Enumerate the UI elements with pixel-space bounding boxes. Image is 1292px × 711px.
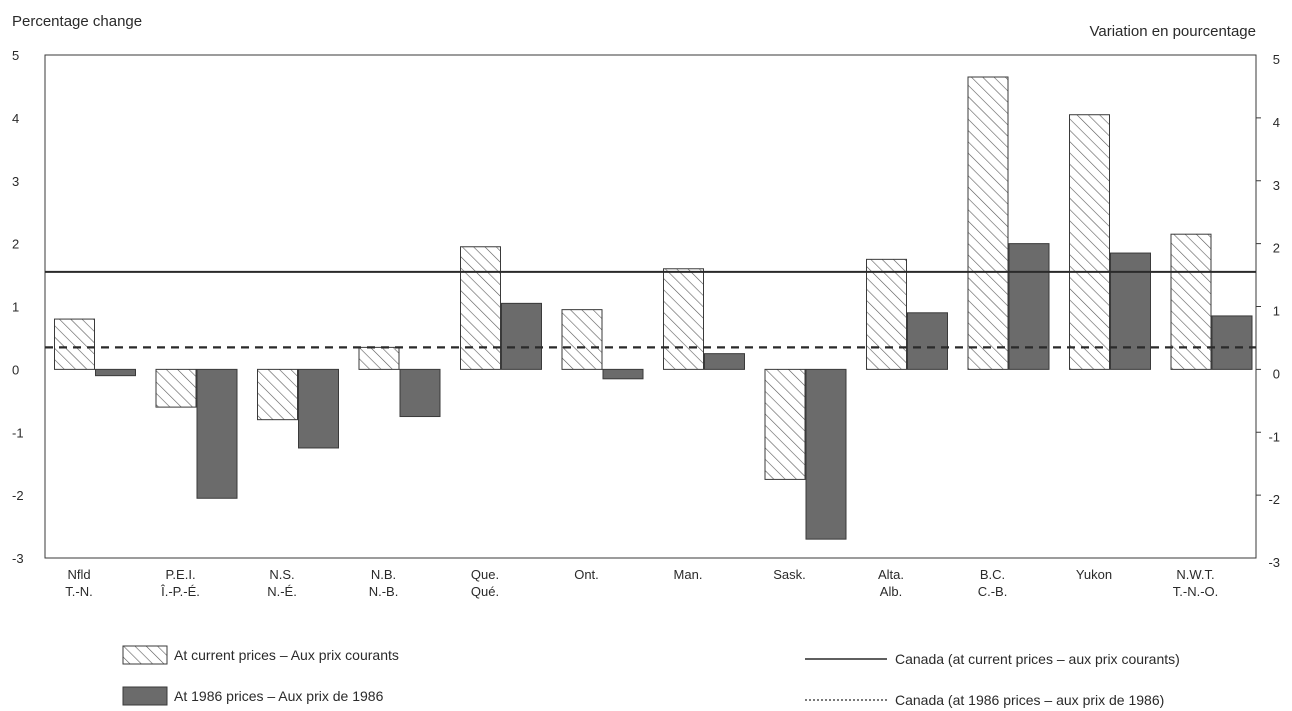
y-tick-label-right: 5 (1273, 52, 1280, 67)
category-label-en: Nfld (67, 567, 90, 582)
legend-solid-line (805, 658, 887, 660)
bar-1986-prices (1211, 315, 1253, 370)
bar-current-prices (155, 368, 197, 408)
category-label-en: Ont. (574, 567, 599, 582)
bar-1986-prices (602, 368, 644, 380)
bar-current-prices (54, 318, 95, 370)
legend-canada-1986: Canada (at 1986 prices – aux prix de 198… (805, 692, 1164, 708)
legend-label-1986: At 1986 prices – Aux prix de 1986 (174, 688, 384, 704)
legend-label-canada-current: Canada (at current prices – aux prix cou… (895, 651, 1180, 667)
category-label-fr: Alb. (880, 584, 902, 599)
y-tick-label-left: 2 (12, 237, 19, 252)
category-label-en: N.W.T. (1176, 567, 1214, 582)
y-tick-label-left: 4 (12, 111, 19, 126)
bar-1986-prices (704, 353, 745, 370)
category-label-en: Man. (674, 567, 703, 582)
category-label-fr: T.-N. (65, 584, 92, 599)
y-tick-label-right: 0 (1273, 366, 1280, 381)
bar-1986-prices (805, 368, 847, 540)
y-tick-label-left: 1 (12, 300, 19, 315)
legend-dark-swatch (122, 686, 168, 706)
reference-lines (45, 270, 1256, 349)
y-tick-label-left: 5 (12, 48, 19, 63)
bar-1986-prices (298, 368, 339, 449)
y-tick-label-left: -3 (12, 551, 24, 566)
category-labels: Nfld T.-N. P.E.I. Î.-P.-É. N.S. N.-É. N.B. N.-B… (65, 567, 1218, 599)
bar-current-prices (358, 346, 400, 370)
bar-current-prices (257, 368, 298, 421)
bars (54, 76, 1253, 540)
bar-current-prices (561, 309, 603, 370)
bar-1986-prices (399, 368, 441, 418)
category-label-fr: N.-B. (369, 584, 399, 599)
category-label-fr: Î.-P.-É. (160, 584, 200, 599)
bar-1986-prices (95, 368, 136, 377)
bar-current-prices (866, 258, 907, 370)
legend-label-canada-1986: Canada (at 1986 prices – aux prix de 198… (895, 692, 1165, 708)
category-label-en: Yukon (1076, 567, 1112, 582)
legend-dotted-line (805, 699, 887, 701)
category-label-en: B.C. (980, 567, 1005, 582)
y-tick-label-left: 3 (12, 174, 19, 189)
bar-current-prices (663, 268, 704, 370)
category-label-fr: Qué. (471, 584, 499, 599)
y-tick-label-left: -2 (12, 488, 24, 503)
bar-current-prices (1069, 114, 1110, 370)
bar-1986-prices (907, 312, 948, 370)
bar-1986-prices (196, 368, 238, 499)
y-tick-label-right: -2 (1268, 492, 1280, 507)
legend-canada-current: Canada (at current prices – aux prix cou… (805, 651, 1180, 667)
category-label-en: N.B. (371, 567, 396, 582)
legend-label-current: At current prices – Aux prix courants (174, 647, 399, 663)
category-label-en: N.S. (269, 567, 294, 582)
right-tick-labels: 5 4 3 2 1 0 -1 -2 -3 (1256, 52, 1280, 570)
bar-current-prices (460, 246, 501, 370)
y-tick-label-right: 4 (1273, 115, 1280, 130)
category-label-en: Que. (471, 567, 499, 582)
bar-1986-prices (501, 302, 542, 370)
y-axis-label-left: Percentage change (12, 13, 142, 30)
left-tick-labels: 5 4 3 2 1 0 -1 -2 -3 (12, 48, 24, 566)
legend-1986-prices: At 1986 prices – Aux prix de 1986 (122, 686, 383, 706)
y-tick-label-left: -1 (12, 425, 24, 440)
category-label-en: Sask. (773, 567, 806, 582)
y-tick-label-right: 3 (1273, 178, 1280, 193)
bar-current-prices (764, 368, 806, 480)
category-label-en: Alta. (878, 567, 904, 582)
legend-current-prices: At current prices – Aux prix courants (122, 645, 399, 665)
bar-current-prices (1170, 233, 1212, 370)
y-tick-label-left: 0 (12, 362, 19, 377)
y-axis-label-right: Variation en pourcentage (1089, 23, 1256, 40)
y-tick-label-right: -1 (1268, 429, 1280, 444)
category-label-fr: C.-B. (978, 584, 1008, 599)
bar-1986-prices (1110, 252, 1151, 370)
legend-hatched-swatch (122, 645, 168, 665)
category-label-fr: N.-É. (267, 584, 297, 599)
y-tick-label-right: 2 (1273, 241, 1280, 256)
category-label-fr: T.-N.-O. (1173, 584, 1219, 599)
bar-1986-prices (1008, 243, 1050, 370)
y-tick-label-right: 1 (1273, 304, 1280, 319)
bar-current-prices (967, 76, 1009, 370)
category-label-en: P.E.I. (165, 567, 195, 582)
y-tick-label-right: -3 (1268, 555, 1280, 570)
